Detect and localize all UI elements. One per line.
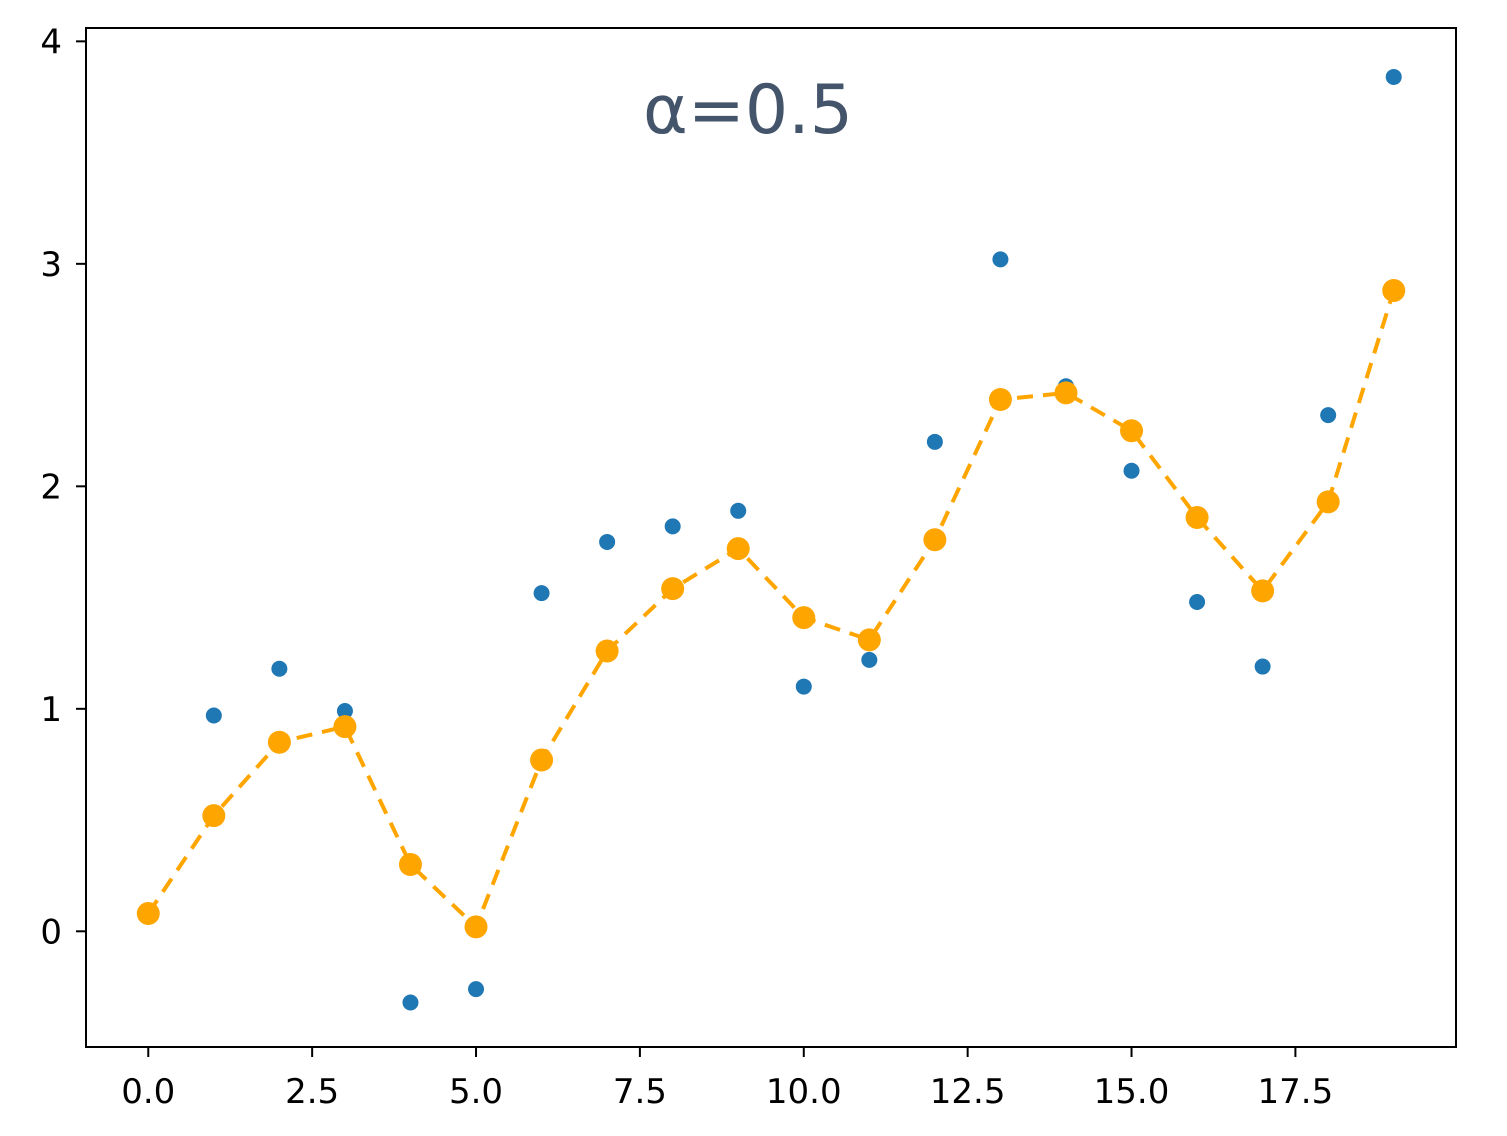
x-tick-label: 5.0 — [449, 1072, 503, 1112]
y-tick-label: 2 — [40, 467, 62, 507]
plot-frame — [85, 27, 1457, 1048]
raw-data-point — [795, 678, 812, 695]
y-tick-label: 4 — [40, 22, 62, 62]
x-tick-label: 0.0 — [121, 1072, 175, 1112]
smoothed-data-point — [1054, 381, 1078, 405]
y-tick-label: 1 — [40, 690, 62, 730]
raw-data-point — [1123, 462, 1140, 479]
x-tick-label: 2.5 — [285, 1072, 339, 1112]
x-axis-ticks: 0.0 2.5 5.0 7.5 10.0 12.5 15.0 17.5 — [121, 1047, 1333, 1112]
smoothed-data-point — [726, 537, 750, 561]
raw-data-point — [402, 994, 419, 1011]
x-tick-label: 10.0 — [766, 1072, 842, 1112]
x-tick-label: 12.5 — [930, 1072, 1006, 1112]
smoothed-data-point — [661, 577, 685, 601]
raw-data-point — [1385, 68, 1402, 85]
smoothed-data-point — [857, 628, 881, 652]
smoothed-series-line — [146, 289, 1396, 929]
y-axis-ticks: 0 1 2 3 4 — [40, 22, 86, 952]
raw-data-point — [271, 660, 288, 677]
x-tick-label: 7.5 — [613, 1072, 667, 1112]
smoothed-data-point — [267, 730, 291, 754]
raw-data-point — [1254, 658, 1271, 675]
x-tick-label: 15.0 — [1094, 1072, 1170, 1112]
smoothed-data-point — [988, 388, 1012, 412]
raw-data-point — [205, 707, 222, 724]
smoothed-data-point — [595, 639, 619, 663]
smoothed-data-point — [1120, 419, 1144, 443]
y-tick-label: 3 — [40, 245, 62, 285]
smoothed-data-point — [136, 902, 160, 926]
smoothed-data-point — [202, 804, 226, 828]
plot-background — [86, 28, 1456, 1047]
raw-data-point — [468, 981, 485, 998]
raw-data-point — [861, 651, 878, 668]
smoothed-data-point — [464, 915, 488, 939]
raw-data-point — [1189, 594, 1206, 611]
raw-data-point — [926, 433, 943, 450]
chart-annotation: α=0.5 — [643, 71, 853, 150]
smoothed-data-point — [1251, 579, 1275, 603]
raw-data-point — [599, 533, 616, 550]
smoothed-data-point — [333, 715, 357, 739]
raw-data-point — [664, 518, 681, 535]
smoothed-data-point — [1316, 490, 1340, 514]
y-tick-label: 0 — [40, 912, 62, 952]
smoothed-data-point — [398, 853, 422, 877]
raw-data-point — [992, 251, 1009, 268]
raw-data-point — [1320, 407, 1337, 424]
smoothed-data-point — [1185, 505, 1209, 529]
x-tick-label: 17.5 — [1258, 1072, 1334, 1112]
smoothed-data-point — [530, 748, 554, 772]
raw-data-point — [730, 502, 747, 519]
smoothed-data-point — [923, 528, 947, 552]
series-layer — [136, 68, 1406, 1011]
raw-data-point — [533, 585, 550, 602]
smoothed-data-point — [792, 606, 816, 630]
smoothed-data-point — [1382, 279, 1406, 303]
raw-data-point — [336, 703, 353, 720]
